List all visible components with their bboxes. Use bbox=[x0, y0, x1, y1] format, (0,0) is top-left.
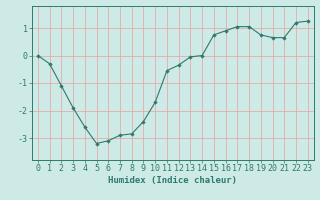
X-axis label: Humidex (Indice chaleur): Humidex (Indice chaleur) bbox=[108, 176, 237, 185]
